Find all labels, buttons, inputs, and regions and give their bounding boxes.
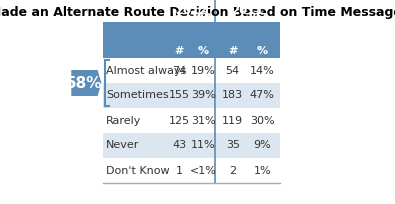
Text: Never: Never [106, 141, 139, 151]
Text: 54: 54 [226, 65, 240, 75]
Text: 125: 125 [169, 115, 190, 125]
Polygon shape [71, 70, 102, 96]
Text: 119: 119 [222, 115, 243, 125]
Text: 74: 74 [172, 65, 186, 75]
Text: 58%: 58% [66, 75, 103, 91]
Text: 9%: 9% [254, 141, 271, 151]
Text: Have Made an Alternate Route Decision Based on Time Message Info: Have Made an Alternate Route Decision Ba… [0, 6, 395, 19]
Text: Don't Know: Don't Know [106, 165, 169, 175]
Text: 1%: 1% [254, 165, 271, 175]
Text: 2: 2 [229, 165, 236, 175]
Text: 1: 1 [176, 165, 183, 175]
Text: 11%: 11% [191, 141, 215, 151]
Text: 35: 35 [226, 141, 240, 151]
Text: N=398: N=398 [172, 13, 211, 23]
FancyBboxPatch shape [103, 58, 280, 83]
Text: %: % [257, 46, 268, 56]
Text: 155: 155 [169, 91, 190, 101]
Text: Rarely: Rarely [106, 115, 141, 125]
Text: 31%: 31% [191, 115, 215, 125]
Text: #: # [175, 46, 184, 56]
FancyBboxPatch shape [103, 108, 280, 133]
Text: 39%: 39% [191, 91, 216, 101]
FancyBboxPatch shape [103, 22, 168, 58]
Text: 30%: 30% [250, 115, 275, 125]
Text: Almost always: Almost always [106, 65, 186, 75]
FancyBboxPatch shape [103, 133, 280, 158]
Text: 183: 183 [222, 91, 243, 101]
Text: 2012: 2012 [175, 4, 208, 17]
FancyBboxPatch shape [215, 22, 280, 44]
Text: 2011: 2011 [231, 4, 264, 17]
FancyBboxPatch shape [168, 44, 280, 58]
FancyBboxPatch shape [103, 83, 280, 108]
Text: 47%: 47% [250, 91, 275, 101]
Text: Sometimes: Sometimes [106, 91, 168, 101]
Text: %: % [198, 46, 209, 56]
Text: #: # [228, 46, 237, 56]
Text: <1%: <1% [190, 165, 216, 175]
Text: 43: 43 [172, 141, 186, 151]
FancyBboxPatch shape [103, 158, 280, 183]
Text: N=393: N=393 [228, 13, 267, 23]
Text: 19%: 19% [191, 65, 216, 75]
Text: 14%: 14% [250, 65, 275, 75]
FancyBboxPatch shape [168, 22, 215, 44]
